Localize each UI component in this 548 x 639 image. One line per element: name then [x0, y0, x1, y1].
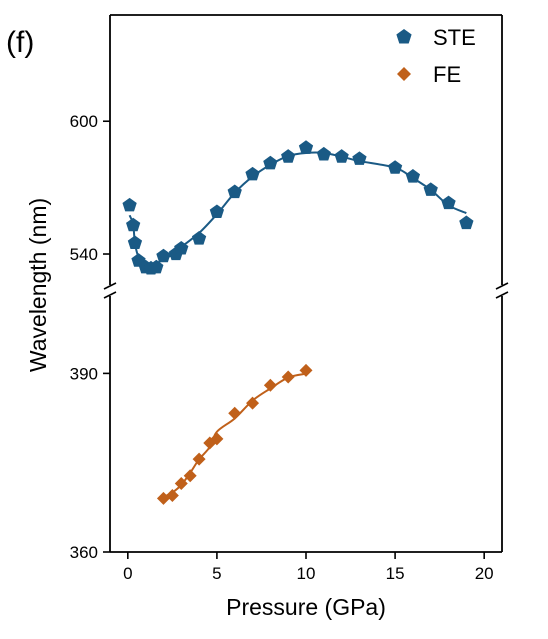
x-tick-label-15: 15	[386, 564, 405, 583]
ste-point	[227, 184, 242, 199]
x-tick-label-10: 10	[297, 564, 316, 583]
axis-break-right-upper	[495, 282, 509, 290]
ste-point	[387, 160, 403, 174]
ste-points	[122, 140, 474, 275]
fe-point	[246, 396, 260, 410]
x-tick-label-20: 20	[475, 564, 494, 583]
fe-point	[165, 488, 179, 502]
ste-point	[127, 235, 143, 250]
lower-y-ticks: 360 390	[70, 364, 110, 562]
lower-y-tick-label-360: 360	[70, 543, 98, 562]
y-axis-title: Wavelength (nm)	[25, 198, 51, 372]
axis-break-left-upper	[103, 282, 117, 290]
ste-point	[209, 204, 225, 219]
upper-y-tick-label-540: 540	[70, 245, 98, 264]
x-tick-label-0: 0	[123, 564, 132, 583]
lower-y-tick-label-390: 390	[70, 364, 98, 383]
ste-point	[263, 155, 278, 170]
upper-y-tick-label-600: 600	[70, 112, 98, 131]
axis-break-left-lower	[103, 291, 117, 299]
fe-point	[281, 370, 295, 384]
fe-point	[174, 477, 188, 491]
ste-point	[298, 140, 314, 154]
fe-points	[156, 363, 313, 505]
ste-point	[441, 195, 456, 210]
fe-point	[192, 452, 206, 466]
panel-label: (f)	[6, 26, 34, 59]
upper-panel: 540 600	[70, 14, 503, 285]
upper-y-ticks: 540 600	[70, 112, 110, 264]
ste-point	[174, 240, 189, 255]
axis-break-marks	[103, 282, 509, 299]
legend-ste-label: STE	[433, 25, 476, 50]
axis-break-right-lower	[495, 291, 509, 299]
legend-fe-label: FE	[433, 62, 461, 87]
ste-point	[352, 151, 367, 165]
fe-point	[228, 406, 242, 420]
ste-point	[405, 169, 421, 183]
ste-point	[191, 231, 207, 245]
x-tick-label-5: 5	[212, 564, 221, 583]
legend-fe-marker	[397, 67, 411, 81]
fe-point	[299, 363, 313, 377]
legend-fe-diamond	[397, 67, 411, 81]
ste-point	[149, 259, 164, 274]
fe-fit-curve	[163, 372, 307, 498]
legend-ste-pentagon	[396, 29, 412, 44]
ste-point	[122, 197, 137, 212]
x-ticks: 0 5 10 15 20	[123, 552, 494, 583]
legend-ste-marker	[396, 29, 412, 44]
ste-point	[423, 182, 438, 196]
ste-point	[334, 149, 349, 163]
ste-point	[156, 248, 171, 263]
ste-point	[459, 215, 474, 230]
ste-point	[126, 217, 141, 232]
ste-point	[316, 146, 331, 161]
fe-point	[183, 469, 197, 483]
lower-panel: 360 390 0 5 10 15 20	[70, 296, 503, 583]
ste-point	[281, 149, 296, 163]
legend: STE FE	[396, 25, 476, 87]
fe-point	[210, 432, 224, 446]
ste-point	[245, 166, 260, 181]
fe-point	[263, 378, 277, 392]
x-axis-title: Pressure (GPa)	[226, 594, 386, 620]
